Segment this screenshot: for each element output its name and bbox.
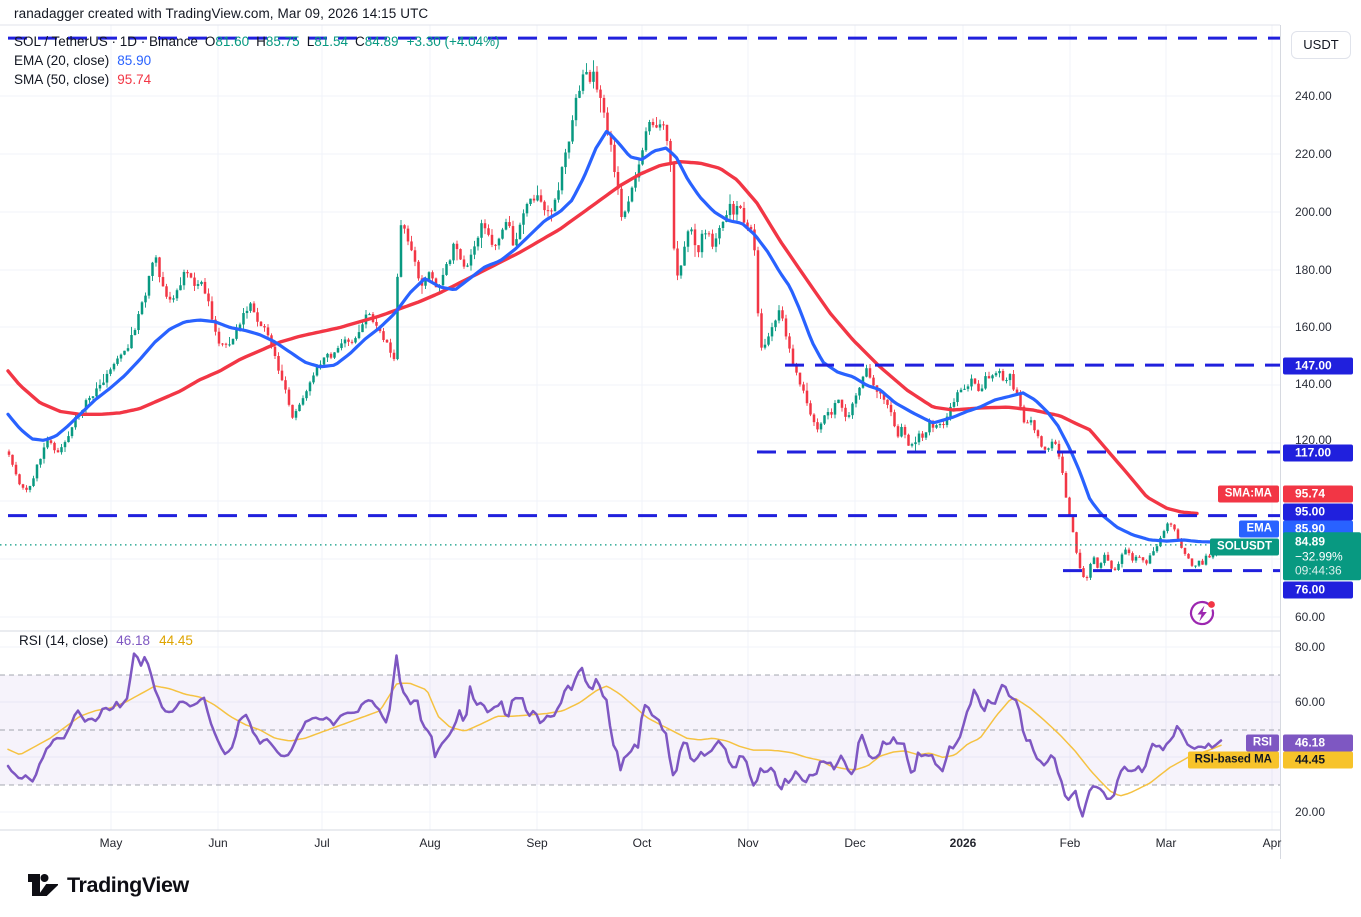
price-tick: 80.00 <box>1295 640 1326 654</box>
axis-badge-sma-price: 95.74 <box>1283 485 1353 503</box>
axis-badge-solusdt: 84.89 −32.99% 09:44:36 <box>1283 532 1361 580</box>
time-axis-label-jun: Jun <box>208 836 228 850</box>
rsi-label: RSI (14, close) <box>19 633 109 648</box>
price-tick: 180.00 <box>1295 263 1332 277</box>
price-tick: 160.00 <box>1295 320 1332 334</box>
series-tag-rsi-ma-value: RSI-based MA <box>1187 751 1279 769</box>
series-tag-solusdt: SOLUSDT <box>1210 538 1279 556</box>
last-price: 84.89 <box>1295 534 1326 549</box>
rsi-line <box>6 652 1223 818</box>
candles-layer <box>7 60 1222 581</box>
symbol-title[interactable]: SOL / TetherUS · 1D · Binance <box>14 34 198 49</box>
price-tick: 120.00 <box>1295 433 1332 447</box>
price-tick: 200.00 <box>1295 205 1332 219</box>
time-axis-label-mar: Mar <box>1155 836 1177 850</box>
symbol-ohlc-row: SOL / TetherUS · 1D · Binance O81.60 H85.7… <box>14 33 500 51</box>
currency-button[interactable]: USDT <box>1291 31 1351 59</box>
series-tag-sma-price: SMA:MA <box>1217 485 1279 503</box>
price-tick: 140.00 <box>1295 377 1332 391</box>
low-value: 81.54 <box>314 34 349 49</box>
rsi-ma-line <box>7 682 1222 797</box>
price-tick: 60.00 <box>1295 610 1326 624</box>
open-value: 81.60 <box>215 34 250 49</box>
change-value: +3.30 (+4.04%) <box>406 34 500 49</box>
price-tick: 20.00 <box>1295 805 1326 819</box>
ema-20-line <box>6 129 1215 544</box>
time-axis-label-dec: Dec <box>844 836 866 850</box>
price-tick: 220.00 <box>1295 147 1332 161</box>
time-axis-label-may: May <box>99 836 123 850</box>
close-label: C <box>355 34 365 49</box>
bar-countdown: 09:44:36 <box>1295 563 1342 578</box>
change-percent: −32.99% <box>1295 548 1343 563</box>
sma-label: SMA (50, close) <box>14 72 110 87</box>
tradingview-logo-icon <box>28 874 58 896</box>
axis-badge-rsi-ma-value: 44.45 <box>1283 751 1353 769</box>
time-axis-label-nov: Nov <box>737 836 759 850</box>
time-axis-label-sep: Sep <box>526 836 548 850</box>
sma-value: 95.74 <box>117 72 152 87</box>
tradingview-logo[interactable]: TradingView <box>27 872 189 899</box>
time-axis-label-oct: Oct <box>632 836 652 850</box>
open-label: O <box>204 34 216 49</box>
ema-value: 85.90 <box>117 53 152 68</box>
high-label: H <box>256 34 266 49</box>
tradingview-logo-text: TradingView <box>67 873 189 897</box>
high-value: 85.75 <box>265 34 300 49</box>
rsi-ma-value-text: 44.45 <box>159 633 193 648</box>
time-axis-label-jul: Jul <box>314 836 330 850</box>
header-credit: ranadagger created with TradingView.com,… <box>14 6 429 21</box>
axis-badge-level-117: 117.00 <box>1283 444 1353 462</box>
axis-badge-level-147: 147.00 <box>1283 357 1353 375</box>
axis-badge-level-95: 95.00 <box>1283 503 1353 521</box>
time-axis-label-apr: Apr <box>1262 836 1282 850</box>
series-tag-ema-price: EMA <box>1239 520 1279 538</box>
price-tick: 60.00 <box>1295 695 1326 709</box>
lightning-icon <box>1189 600 1215 626</box>
sma-50-line <box>6 159 1199 516</box>
ema-label: EMA (20, close) <box>14 53 110 68</box>
axis-badge-rsi-value: 46.18 <box>1283 734 1353 752</box>
time-axis-label-2026: 2026 <box>949 836 977 850</box>
main-legend: SOL / TetherUS · 1D · Binance O81.60 H85.7… <box>14 33 500 90</box>
low-label: L <box>306 34 315 49</box>
ema-legend-row[interactable]: EMA (20, close) 85.90 <box>14 52 500 70</box>
series-tag-rsi-value: RSI <box>1245 734 1279 752</box>
rsi-legend[interactable]: RSI (14, close) 46.18 44.45 <box>19 633 193 648</box>
close-value: 84.89 <box>364 34 399 49</box>
rsi-value-text: 46.18 <box>116 633 151 648</box>
price-scale[interactable]: USDT 240.00 220.00 200.00 180.00 160.00 140.0… <box>1280 25 1361 859</box>
time-axis-label-feb: Feb <box>1059 836 1081 850</box>
flash-ideas-button[interactable] <box>1186 597 1218 629</box>
price-tick: 240.00 <box>1295 89 1332 103</box>
axis-badge-level-76: 76.00 <box>1283 581 1353 599</box>
sma-legend-row[interactable]: SMA (50, close) 95.74 <box>14 71 500 89</box>
time-axis-label-aug: Aug <box>419 836 441 850</box>
